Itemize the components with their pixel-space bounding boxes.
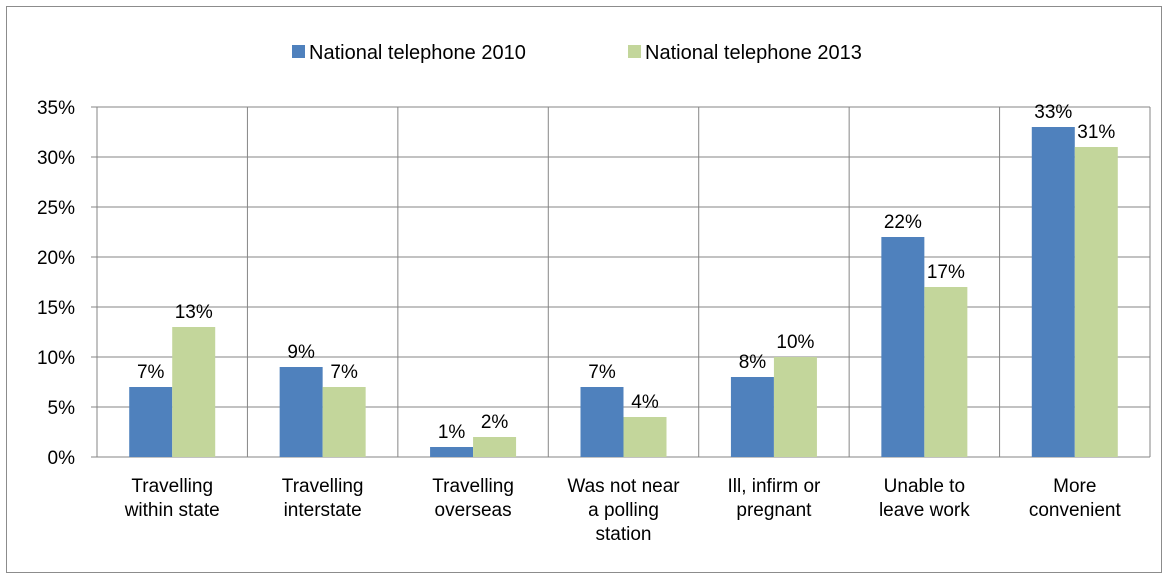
data-label: 7% — [137, 362, 165, 383]
data-label: 17% — [927, 262, 965, 283]
legend-swatch — [628, 45, 641, 58]
y-tick-label: 10% — [37, 348, 75, 369]
category-label: convenient — [1029, 500, 1122, 521]
data-label: 8% — [739, 352, 767, 373]
bar — [322, 387, 366, 457]
legend-label: National telephone 2010 — [309, 42, 526, 64]
category-label: interstate — [284, 500, 362, 521]
category-label: More — [1053, 476, 1096, 497]
y-tick-label: 0% — [48, 448, 76, 469]
data-label: 33% — [1034, 102, 1072, 123]
data-label: 13% — [175, 302, 213, 323]
legend-swatch — [292, 45, 305, 58]
bars — [129, 127, 1118, 457]
bar — [473, 437, 517, 457]
data-label: 1% — [438, 422, 466, 443]
category-label: Was not near — [567, 476, 680, 497]
bar — [924, 287, 968, 457]
y-tick-label: 15% — [37, 298, 75, 319]
data-label: 2% — [481, 412, 509, 433]
category-label: within state — [124, 500, 220, 521]
data-labels: 7% 9% 1% 7% 8% 22% 33% 13% 7% 2% 4% 10% 17% 31% — [137, 102, 1115, 443]
bar — [172, 327, 216, 457]
category-label: Travelling — [131, 476, 213, 497]
bar — [881, 237, 925, 457]
category-label: a polling — [588, 500, 659, 521]
bar — [623, 417, 667, 457]
bar — [129, 387, 173, 457]
bar — [430, 447, 474, 457]
data-label: 7% — [588, 362, 616, 383]
data-label: 4% — [631, 392, 659, 413]
category-label: leave work — [879, 500, 970, 521]
bar — [279, 367, 323, 457]
category-label: Travelling — [282, 476, 364, 497]
category-label: Unable to — [884, 476, 965, 497]
y-tick-label: 25% — [37, 198, 75, 219]
bar — [1031, 127, 1075, 457]
bar — [580, 387, 624, 457]
y-tick-label: 30% — [37, 148, 75, 169]
data-label: 10% — [776, 332, 814, 353]
bar — [1074, 147, 1118, 457]
data-label: 31% — [1077, 122, 1115, 143]
data-label: 22% — [884, 212, 922, 233]
y-axis: 0% 5% 10% 15% 20% 25% 30% 35% — [37, 98, 97, 469]
chart-frame — [6, 6, 1162, 573]
category-label: station — [596, 524, 652, 545]
bar — [773, 357, 817, 457]
y-tick-label: 5% — [48, 398, 76, 419]
category-label: Travelling — [432, 476, 514, 497]
data-label: 9% — [287, 342, 315, 363]
legend: National telephone 2010 National telephon… — [292, 42, 862, 64]
category-label: overseas — [435, 500, 512, 521]
y-tick-label: 35% — [37, 98, 75, 119]
category-label: pregnant — [736, 500, 812, 521]
y-tick-label: 20% — [37, 248, 75, 269]
category-label: Ill, infirm or — [727, 476, 821, 497]
data-label: 7% — [330, 362, 358, 383]
legend-label: National telephone 2013 — [645, 42, 862, 64]
gridlines — [96, 106, 1151, 458]
x-axis: Travelling within state Travelling intersta… — [124, 476, 1122, 545]
bar — [730, 377, 774, 457]
